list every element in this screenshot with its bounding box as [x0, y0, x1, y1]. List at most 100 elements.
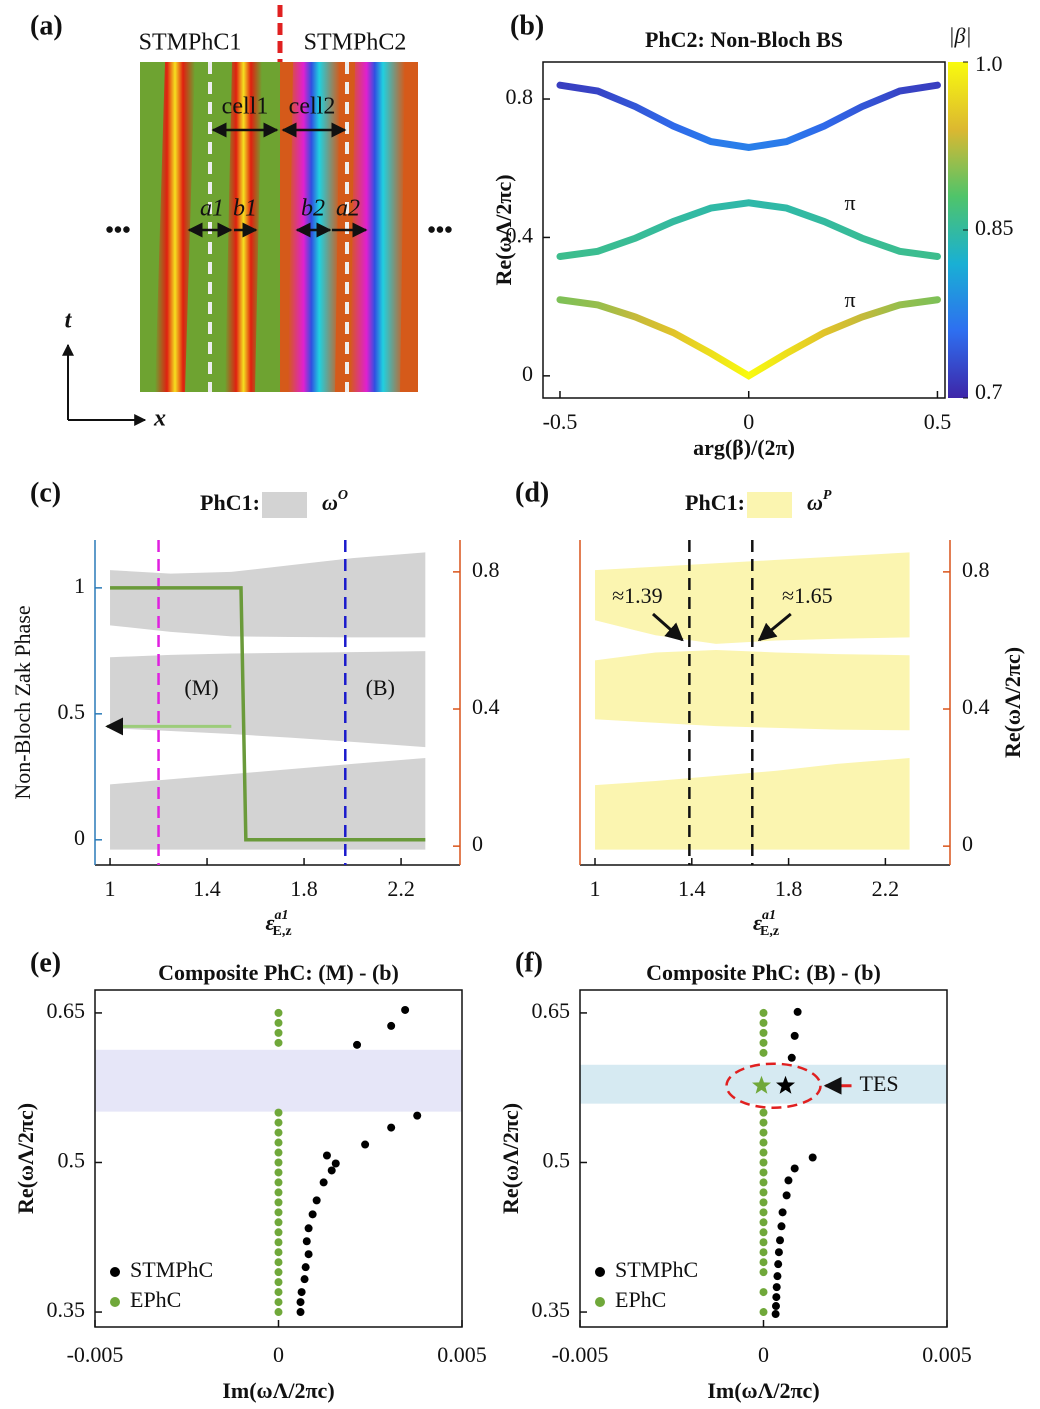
data-point: [776, 1236, 785, 1245]
band-curve: [556, 296, 941, 380]
data-point: [387, 1021, 396, 1030]
ellipsis: •••: [105, 218, 130, 244]
x-tick-label: 0: [743, 409, 754, 434]
data-point: [274, 1238, 283, 1247]
reference-label: ≈1.65: [782, 583, 833, 608]
y-tick-label: 0.4: [506, 222, 534, 247]
panel-label: (b): [510, 10, 544, 41]
plot-frame: [542, 61, 946, 399]
field-stripe: [350, 62, 405, 392]
data-point: [274, 1208, 283, 1217]
data-point: [300, 1275, 309, 1284]
y-axis-label: Re(ωΛ/2πc): [491, 174, 516, 285]
x-axis-label: εa1 E,z: [266, 908, 292, 939]
data-point: [322, 1151, 331, 1160]
x-tick-label: 1: [105, 876, 116, 901]
data-point: [331, 1159, 340, 1168]
legend-superscript: O: [338, 488, 348, 503]
data-point: [784, 1176, 793, 1185]
x-tick-label: -0.005: [67, 1342, 124, 1367]
data-point: [759, 1178, 768, 1187]
axis-label: t: [65, 308, 73, 334]
band: [595, 758, 910, 850]
legend-label: EPhC: [130, 1287, 181, 1312]
colorbar-tick-label: 1.0: [975, 51, 1003, 76]
x-tick-label: 2.2: [387, 876, 415, 901]
y-tick-label: 0.65: [532, 998, 571, 1023]
axis-label: x: [153, 406, 166, 432]
panel-label: (d): [515, 477, 549, 508]
data-point: [387, 1123, 396, 1132]
data-point: [759, 1048, 768, 1057]
legend-label: STMPhC: [615, 1257, 698, 1282]
data-point: [274, 1128, 283, 1137]
data-point: [353, 1040, 362, 1049]
legend-marker: [110, 1297, 120, 1307]
layer-label: a1: [200, 196, 224, 222]
data-point: [759, 1238, 768, 1247]
annotation: π: [844, 190, 855, 215]
y-axis-label: Re(ωΛ/2πc): [498, 1103, 523, 1214]
legend-marker: [595, 1267, 605, 1277]
x-tick-label: 0.005: [437, 1342, 487, 1367]
data-point: [759, 1028, 768, 1037]
data-point: [759, 1008, 768, 1017]
panel-label: (a): [30, 10, 63, 41]
data-point: [790, 1164, 799, 1173]
y2-tick-label: 0.8: [472, 557, 500, 582]
reference-label: (M): [184, 675, 218, 700]
y2-tick-label: 0.8: [962, 557, 990, 582]
x-label-main: ε: [753, 910, 762, 935]
legend-label: ωP: [807, 488, 832, 515]
x-axis-label: arg(β)/(2π): [693, 435, 795, 460]
data-point: [308, 1210, 317, 1219]
reference-label: (B): [366, 675, 395, 700]
data-point: [296, 1308, 305, 1317]
annotation: π: [844, 287, 855, 312]
x-tick-label: 1: [590, 876, 601, 901]
data-point: [413, 1111, 422, 1120]
legend-superscript: P: [823, 488, 832, 503]
legend-title: PhC1:: [200, 490, 260, 515]
colorbar-tick-label: 0.85: [975, 215, 1014, 240]
data-point: [274, 1258, 283, 1267]
band-curve: [556, 81, 941, 152]
data-point: [759, 1248, 768, 1257]
highlight-ellipse: [725, 1062, 822, 1109]
data-point: [274, 1298, 283, 1307]
x-tick-label: 1.8: [290, 876, 318, 901]
data-point: [274, 1228, 283, 1237]
y-tick-label: 0.35: [47, 1297, 86, 1322]
data-point: [312, 1196, 321, 1205]
cell-label: cell2: [289, 94, 336, 120]
region-label: STMPhC2: [304, 30, 407, 56]
y2-tick-label: 0.4: [962, 694, 990, 719]
x-tick-label: 1.4: [193, 876, 221, 901]
data-point: [274, 1118, 283, 1127]
x-label-sub: E,z: [273, 924, 292, 939]
y-axis-label: Re(ωΛ/2πc): [1000, 647, 1025, 758]
pointer-arrow: [757, 612, 792, 642]
data-point: [274, 1218, 283, 1227]
data-point: [782, 1191, 791, 1200]
data-point: [274, 1188, 283, 1197]
band: [595, 650, 910, 731]
y-tick-label: 1: [74, 573, 85, 598]
data-point: [772, 1283, 781, 1292]
x-tick-label: 1.4: [678, 876, 706, 901]
legend-label: STMPhC: [130, 1257, 213, 1282]
panel-label: (f): [515, 947, 543, 978]
zak-phase-line: [110, 586, 426, 842]
x-label-sub: E,z: [760, 924, 779, 939]
data-point: [759, 1128, 768, 1137]
panel-label: (e): [30, 947, 61, 978]
data-point: [301, 1263, 310, 1272]
data-point: [302, 1237, 311, 1246]
data-point: [759, 1288, 768, 1297]
x-tick-label: 0.5: [924, 409, 952, 434]
data-point: [771, 1310, 780, 1319]
y-tick-label: 0: [522, 361, 533, 386]
data-point: [759, 1158, 768, 1167]
data-point: [296, 1298, 305, 1307]
